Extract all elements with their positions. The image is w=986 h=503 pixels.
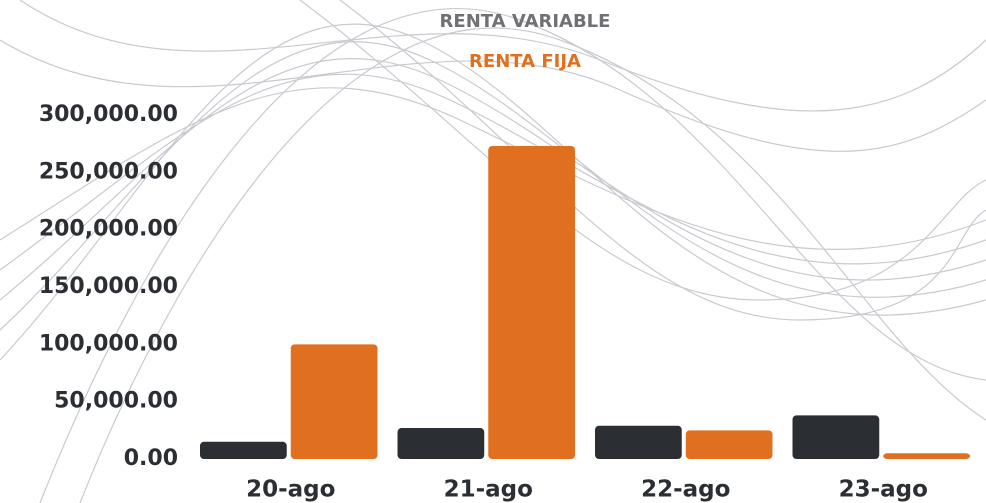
y-tick-label: 250,000.00 (39, 159, 178, 184)
x-tick-label: 21-ago (444, 477, 533, 503)
bar (488, 145, 575, 459)
legend-label: RENTA FIJA (469, 51, 581, 72)
legend-label: RENTA VARIABLE (440, 11, 611, 32)
bar (595, 425, 682, 459)
bar (290, 344, 378, 459)
x-tick-label: 23-ago (839, 477, 928, 503)
y-tick-label: 200,000.00 (39, 217, 178, 242)
bar (792, 415, 880, 459)
bar (883, 453, 970, 459)
y-tick-label: 0.00 (124, 446, 178, 471)
x-tick-label: 20-ago (246, 477, 335, 503)
y-tick-label: 300,000.00 (39, 102, 178, 127)
bar (685, 430, 773, 459)
y-tick-label: 100,000.00 (39, 331, 178, 356)
y-tick-label: 150,000.00 (39, 274, 178, 299)
bar (200, 441, 287, 459)
y-tick-label: 50,000.00 (54, 389, 178, 414)
bar (397, 428, 485, 459)
x-tick-label: 22-ago (641, 477, 730, 503)
